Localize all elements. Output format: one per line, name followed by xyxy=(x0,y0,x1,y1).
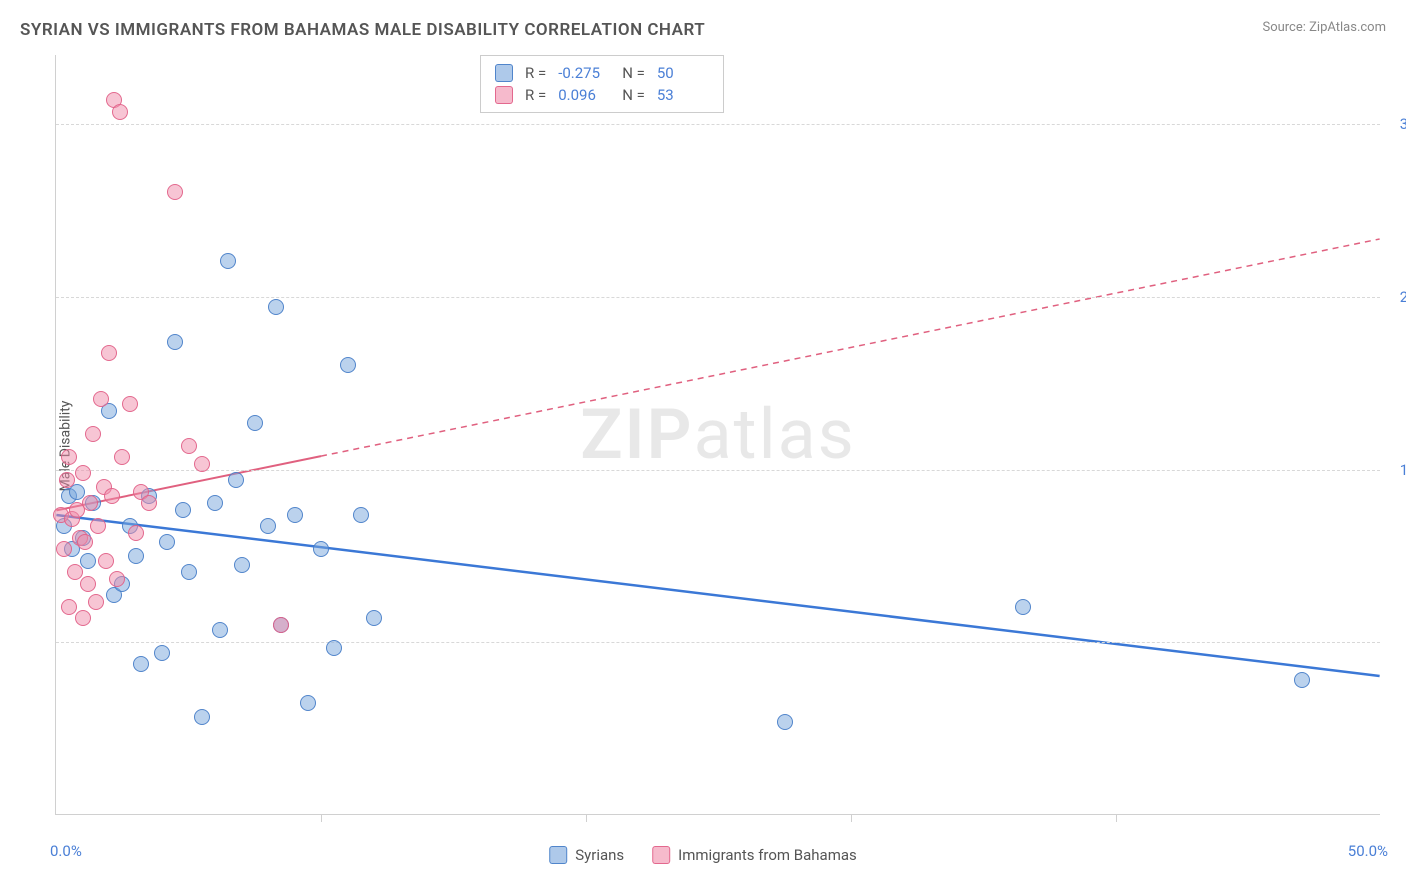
x-max-label: 50.0% xyxy=(1348,842,1388,860)
data-point xyxy=(366,610,382,626)
x-tick xyxy=(586,814,587,822)
data-point xyxy=(77,534,93,550)
data-point xyxy=(75,465,91,481)
data-point xyxy=(247,415,263,431)
data-point xyxy=(101,345,117,361)
data-point xyxy=(93,391,109,407)
data-point xyxy=(340,357,356,373)
watermark-text: ZIPatlas xyxy=(580,394,856,476)
data-point xyxy=(777,714,793,730)
data-point xyxy=(260,518,276,534)
y-tick-label: 30.0% xyxy=(1400,115,1406,133)
y-tick-label: 15.0% xyxy=(1400,461,1406,479)
data-point xyxy=(159,534,175,550)
data-point xyxy=(56,541,72,557)
data-point xyxy=(154,645,170,661)
data-point xyxy=(82,495,98,511)
data-point xyxy=(300,695,316,711)
data-point xyxy=(80,553,96,569)
data-point xyxy=(228,472,244,488)
data-point xyxy=(353,507,369,523)
data-point xyxy=(194,709,210,725)
x-tick xyxy=(1116,814,1117,822)
data-point xyxy=(85,426,101,442)
data-point xyxy=(212,622,228,638)
data-point xyxy=(207,495,223,511)
data-point xyxy=(167,184,183,200)
stats-legend-box: R = -0.275 N = 50 R = 0.096 N = 53 xyxy=(480,55,724,113)
data-point xyxy=(88,594,104,610)
legend-item-1: Syrians xyxy=(549,846,624,864)
data-point xyxy=(80,576,96,592)
data-point xyxy=(273,617,289,633)
data-point xyxy=(220,253,236,269)
bottom-legend: Syrians Immigrants from Bahamas xyxy=(549,846,857,864)
grid-line xyxy=(56,124,1380,125)
data-point xyxy=(194,456,210,472)
swatch-icon xyxy=(495,64,513,82)
data-point xyxy=(112,104,128,120)
swatch-icon xyxy=(495,86,513,104)
grid-line xyxy=(56,470,1380,471)
data-point xyxy=(1294,672,1310,688)
data-point xyxy=(167,334,183,350)
data-point xyxy=(141,495,157,511)
data-point xyxy=(234,557,250,573)
data-point xyxy=(181,438,197,454)
chart-title: SYRIAN VS IMMIGRANTS FROM BAHAMAS MALE D… xyxy=(20,20,705,40)
data-point xyxy=(181,564,197,580)
swatch-icon xyxy=(549,846,567,864)
source-label: Source: ZipAtlas.com xyxy=(1262,20,1386,35)
data-point xyxy=(114,449,130,465)
data-point xyxy=(75,610,91,626)
data-point xyxy=(313,541,329,557)
data-point xyxy=(104,488,120,504)
grid-line xyxy=(56,297,1380,298)
stats-row-2: R = 0.096 N = 53 xyxy=(495,84,709,106)
data-point xyxy=(59,472,75,488)
data-point xyxy=(67,564,83,580)
data-point xyxy=(128,548,144,564)
trend-line-dashed xyxy=(321,239,1380,456)
data-point xyxy=(109,571,125,587)
swatch-icon xyxy=(652,846,670,864)
data-point xyxy=(61,599,77,615)
data-point xyxy=(287,507,303,523)
data-point xyxy=(133,656,149,672)
chart-container: SYRIAN VS IMMIGRANTS FROM BAHAMAS MALE D… xyxy=(0,0,1406,892)
stats-row-1: R = -0.275 N = 50 xyxy=(495,62,709,84)
x-tick xyxy=(851,814,852,822)
data-point xyxy=(90,518,106,534)
trend-lines xyxy=(56,55,1380,814)
data-point xyxy=(61,449,77,465)
x-tick xyxy=(321,814,322,822)
data-point xyxy=(268,299,284,315)
data-point xyxy=(1015,599,1031,615)
data-point xyxy=(175,502,191,518)
data-point xyxy=(98,553,114,569)
grid-line xyxy=(56,642,1380,643)
plot-area: ZIPatlas 7.5%15.0%22.5%30.0% xyxy=(55,55,1380,815)
y-tick-label: 22.5% xyxy=(1400,288,1406,306)
x-origin-label: 0.0% xyxy=(50,842,82,860)
data-point xyxy=(326,640,342,656)
trend-line-solid xyxy=(56,515,1379,676)
legend-item-2: Immigrants from Bahamas xyxy=(652,846,857,864)
data-point xyxy=(128,525,144,541)
data-point xyxy=(122,396,138,412)
